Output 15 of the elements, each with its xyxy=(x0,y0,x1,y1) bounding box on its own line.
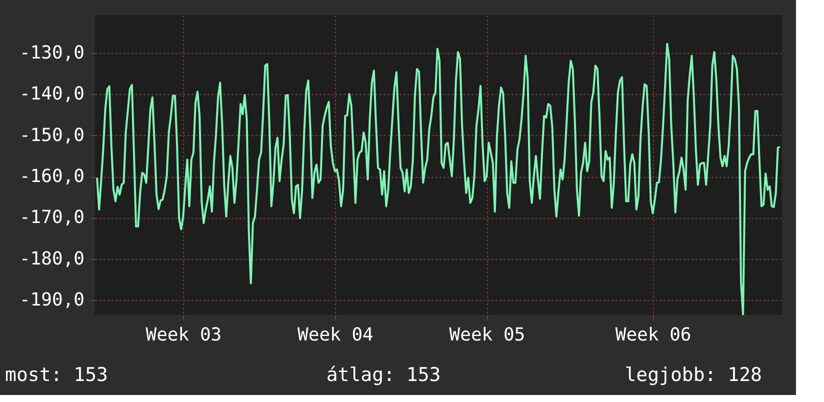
text: átlag: 153 xyxy=(326,364,441,386)
line-series xyxy=(96,42,781,315)
x-tick-label: Week 06 xyxy=(615,324,692,346)
text: legjobb: 128 xyxy=(624,364,762,386)
y-tick-label: -140,0 xyxy=(19,84,84,105)
x-tick-label: Week 05 xyxy=(449,324,526,346)
y-tick-label: -190,0 xyxy=(19,290,84,311)
y-tick-label: -180,0 xyxy=(19,248,84,270)
y-tick-label: -150,0 xyxy=(19,124,84,146)
x-tick-label: Week 04 xyxy=(298,324,374,346)
y-tick-label: -170,0 xyxy=(19,207,84,228)
x-tick-label: Week 03 xyxy=(146,324,222,346)
text: most: 153 xyxy=(5,364,108,386)
y-tick-label: -130,0 xyxy=(19,42,84,64)
y-tick-label: -160,0 xyxy=(19,166,84,188)
